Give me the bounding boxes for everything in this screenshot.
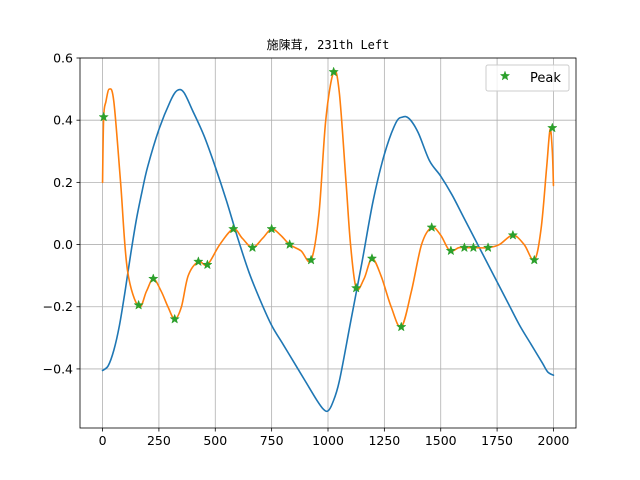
chart-title: 施陳茸, 231th Left [267, 38, 390, 52]
peak-marker [228, 223, 239, 234]
peak-marker [148, 273, 159, 284]
peak-marker [350, 282, 362, 293]
series-line-1 [101, 88, 555, 413]
legend: Peak [485, 64, 570, 92]
peak-marker [247, 242, 258, 253]
peak-marker [547, 122, 558, 133]
peak-marker [98, 111, 109, 122]
series-layer [98, 66, 558, 413]
peak-marker [482, 242, 494, 253]
y-tick-label: 0.6 [53, 51, 73, 66]
y-tick-label: 0.0 [53, 237, 73, 252]
peak-marker [507, 229, 519, 240]
axes-ticks: 0 250 500 750 1000 1250 1500 1750 2000 −0.4 −0.2 0.… [43, 51, 570, 449]
x-tick-label: 500 [203, 433, 227, 448]
legend-box [485, 64, 570, 92]
peak-marker [193, 256, 204, 267]
peak-marker [529, 254, 540, 265]
x-tick-label: 1500 [425, 433, 457, 448]
x-tick-label: 250 [147, 433, 171, 448]
peak-marker [459, 242, 470, 253]
peak-marker [266, 223, 277, 234]
y-tick-label: 0.4 [53, 113, 73, 128]
peak-marker [305, 254, 317, 265]
peak-marker [445, 245, 457, 256]
legend-label-peak: Peak [530, 71, 561, 86]
legend-peak-marker [499, 70, 511, 81]
peak-marker [169, 313, 180, 324]
peak-marker [468, 242, 479, 253]
x-tick-label: 2000 [538, 433, 570, 448]
legend-star-icon [499, 70, 511, 81]
peak-marker [202, 259, 213, 270]
x-tick-label: 1750 [481, 433, 513, 448]
peak-marker [426, 221, 437, 232]
peak-marker [133, 299, 144, 310]
x-tick-label: 0 [99, 433, 107, 448]
peak-marker [284, 239, 295, 250]
x-tick-label: 1250 [368, 433, 400, 448]
peak-marker [366, 253, 378, 264]
x-tick-label: 750 [260, 433, 284, 448]
y-tick-label: −0.4 [43, 361, 73, 376]
y-tick-label: −0.2 [43, 299, 73, 314]
peak-marker [328, 66, 339, 77]
y-tick-label: 0.2 [53, 175, 73, 190]
peak-marker [396, 321, 407, 332]
x-tick-label: 1000 [312, 433, 344, 448]
